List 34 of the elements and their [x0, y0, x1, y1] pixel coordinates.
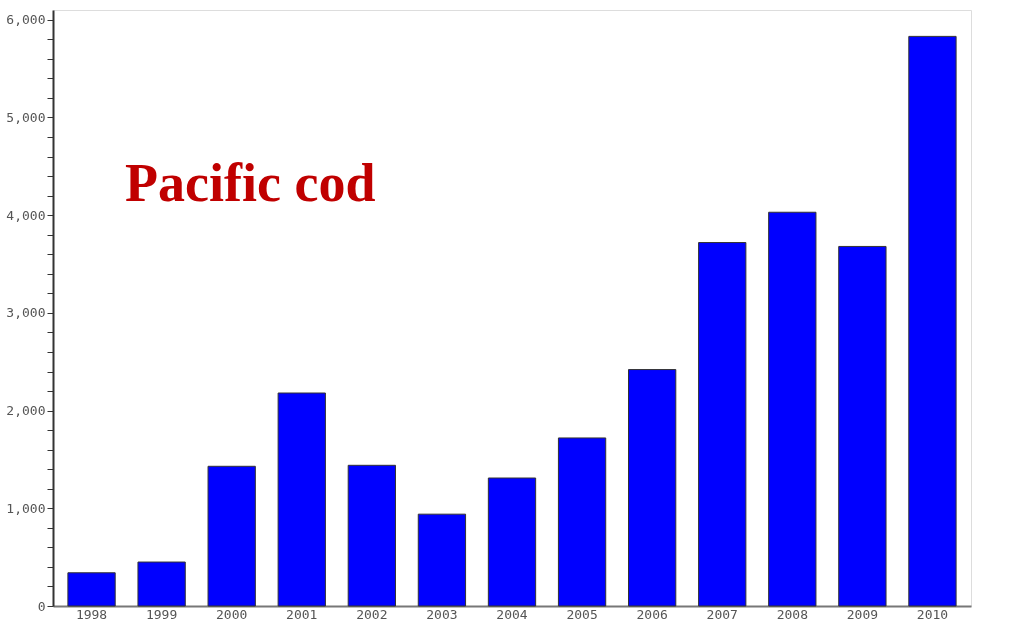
y-tick-label: 6,000 — [6, 12, 46, 28]
x-tick-label: 1998 — [75, 606, 108, 622]
text: Pacific cod — [125, 153, 376, 213]
x-tick-label: 2003 — [426, 606, 458, 622]
bar — [417, 513, 467, 607]
y-tick-label: 4,000 — [6, 207, 46, 223]
x-tick-label: 2004 — [496, 606, 528, 622]
x-tick-label: 1999 — [145, 606, 178, 622]
y-tick-label: 5,000 — [6, 109, 46, 125]
x-tick-label: 2009 — [846, 606, 879, 622]
y-tick-label: 1,000 — [6, 500, 46, 516]
bar — [487, 477, 537, 607]
bar — [207, 465, 256, 607]
bar — [838, 245, 887, 607]
bar — [557, 437, 607, 607]
bar — [698, 242, 747, 607]
y-tick-label: 2,000 — [6, 403, 46, 419]
x-tick-label: 2008 — [776, 606, 808, 622]
x-tick-label: 2002 — [356, 606, 388, 622]
bar — [67, 572, 116, 607]
bar — [768, 211, 817, 607]
bar — [137, 561, 186, 607]
x-tick-label: 2006 — [636, 606, 668, 622]
bar — [277, 392, 326, 607]
x-tick-label: 2005 — [566, 606, 598, 622]
bar — [908, 35, 957, 607]
x-tick-label: 2010 — [916, 606, 949, 622]
bar — [347, 464, 396, 607]
y-tick-label: 0 — [37, 598, 46, 614]
y-tick-label: 3,000 — [6, 305, 46, 321]
x-tick-label: 2000 — [216, 606, 248, 622]
bar — [628, 369, 677, 607]
x-tick-label: 2007 — [706, 606, 738, 622]
x-tick-label: 2001 — [286, 606, 318, 622]
